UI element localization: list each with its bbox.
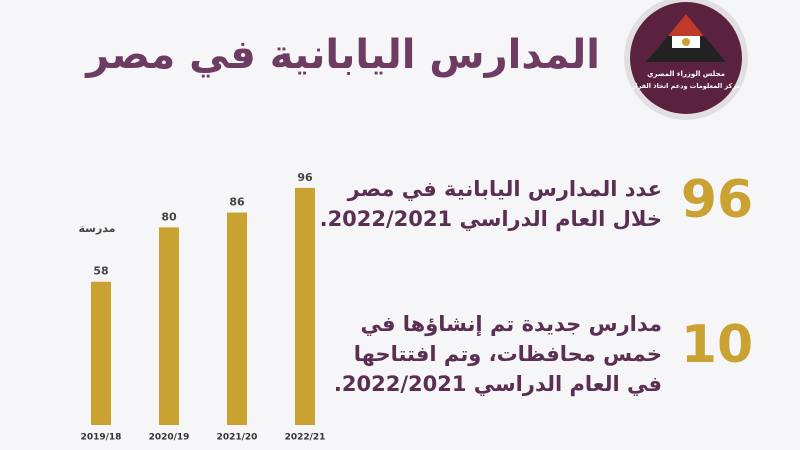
- x-tick-label: 2019/18: [81, 433, 122, 443]
- value-label: 80: [161, 210, 177, 223]
- bar: [159, 227, 179, 425]
- stat-line: عدد المدارس اليابانية في مصر: [347, 177, 662, 201]
- stat-line: خمس محافظات، وتم افتتاحها: [353, 342, 662, 366]
- stat-text: مدارس جديدة تم إنشاؤها في خمس محافظات، وت…: [302, 309, 662, 399]
- x-tick-label: 2022/21: [285, 433, 326, 443]
- stat-line: خلال العام الدراسي 2022/2021.: [319, 207, 662, 231]
- logo-line1: مجلس الوزراء المصري: [647, 70, 725, 78]
- stat-text: عدد المدارس اليابانية في مصر خلال العام ا…: [302, 174, 662, 234]
- stat-number: 96: [680, 170, 754, 230]
- x-tick-label: 2020/19: [149, 433, 190, 443]
- unit-label: مدرسة: [79, 222, 116, 235]
- logo-line2: مركز المعلومات ودعم اتخاذ القرار: [631, 82, 741, 90]
- x-tick-label: 2021/20: [217, 433, 258, 443]
- stat-line: مدارس جديدة تم إنشاؤها في: [360, 312, 662, 336]
- value-label: 58: [93, 265, 108, 278]
- bar: [295, 187, 315, 425]
- value-label: 86: [229, 196, 245, 209]
- bar: [91, 281, 111, 425]
- logo: مجلس الوزراء المصري مركز المعلومات ودعم …: [624, 0, 748, 120]
- logo-flag-red: [668, 14, 704, 36]
- value-label: 96: [297, 171, 313, 184]
- stat-line: في العام الدراسي 2022/2021.: [333, 372, 662, 396]
- logo-eagle: [682, 38, 690, 46]
- bar: [227, 212, 247, 425]
- stat-number: 10: [680, 315, 754, 375]
- chart-title: المدارس اليابانية في مصر: [86, 32, 600, 78]
